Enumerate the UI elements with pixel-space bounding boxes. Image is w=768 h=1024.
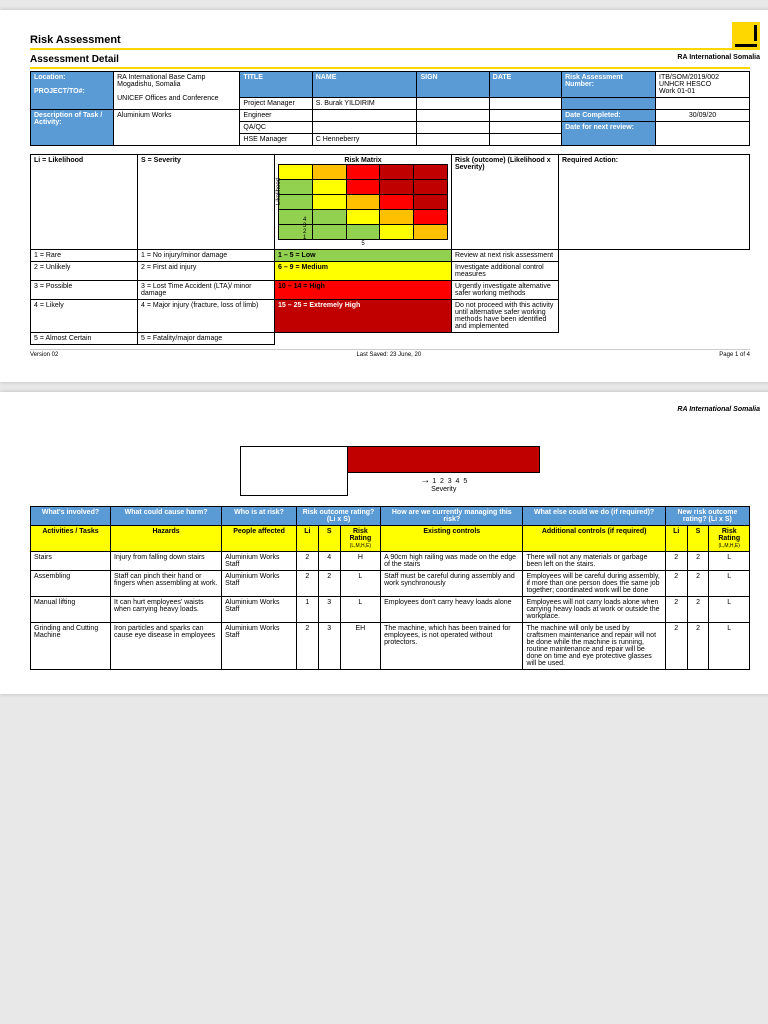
desc-value: Aluminium Works [114, 110, 240, 146]
severity-axis-block: → 1 2 3 4 5Severity [240, 446, 540, 496]
role-eng: Engineer [240, 110, 312, 122]
title-detail: Assessment Detail [30, 54, 750, 69]
footer-version: Version 02 [30, 352, 58, 358]
table-row: Grinding and Cutting MachineIron particl… [31, 622, 750, 669]
logo-2: RA International Somalia [677, 404, 760, 413]
page-footer: Version 02 Last Saved: 23 June, 20 Page … [30, 349, 750, 358]
legend-s: S = Severity [138, 155, 275, 250]
title-risk: Risk Assessment [30, 34, 750, 50]
col-name: NAME [312, 72, 417, 98]
col-date: DATE [489, 72, 561, 98]
date-next-label: Date for next review: [562, 122, 656, 146]
col-title: TITLE [240, 72, 312, 98]
date-comp-label: Date Completed: [562, 110, 656, 122]
logo-icon [732, 22, 760, 50]
date-comp-value: 30/09/20 [656, 110, 750, 122]
table-row: StairsInjury from falling down stairsAlu… [31, 551, 750, 570]
legend-li: Li = Likelihood [31, 155, 138, 250]
assessment-table: What's involved? What could cause harm? … [30, 506, 750, 670]
hse-name: C Henneberry [312, 134, 417, 146]
location-label: Location:PROJECT/TO#: [31, 72, 114, 110]
logo: RA International Somalia [677, 22, 760, 61]
table-row: AssemblingStaff can pinch their hand or … [31, 570, 750, 596]
ra-num-label: Risk Assessment Number: [562, 72, 656, 98]
page-1: RA International Somalia Risk Assessment… [0, 10, 768, 382]
table-row: Manual liftingIt can hurt employees' wai… [31, 596, 750, 622]
footer-saved: Last Saved: 23 June, 20 [356, 352, 421, 358]
ra-num-value: ITB/SOM/2019/002 UNHCR HESCO Work 01-01 [656, 72, 750, 98]
col-sign: SIGN [417, 72, 489, 98]
role-qa: QA/QC [240, 122, 312, 134]
footer-page: Page 1 of 4 [719, 352, 750, 358]
location-value: RA International Base Camp Mogadishu, So… [114, 72, 240, 110]
legend-action: Required Action: [559, 155, 750, 250]
role-hse: HSE Manager [240, 134, 312, 146]
legend-table: Li = Likelihood S = Severity Risk Matrix… [30, 154, 750, 345]
page-2: RA International Somalia → 1 2 3 4 5Seve… [0, 392, 768, 694]
pm-name: S. Burak YILDIRIM [312, 98, 417, 110]
matrix-cell: Risk Matrix Likelihood 4321 5 [275, 155, 452, 250]
desc-label: Description of Task / Activity: [31, 110, 114, 146]
detail-table: Location:PROJECT/TO#: RA International B… [30, 71, 750, 146]
matrix-title: Risk Matrix [278, 157, 448, 164]
company-name: RA International Somalia [677, 54, 760, 61]
legend-outcome: Risk (outcome) (Likelihood x Severity) [452, 155, 559, 250]
role-pm: Project Manager [240, 98, 312, 110]
